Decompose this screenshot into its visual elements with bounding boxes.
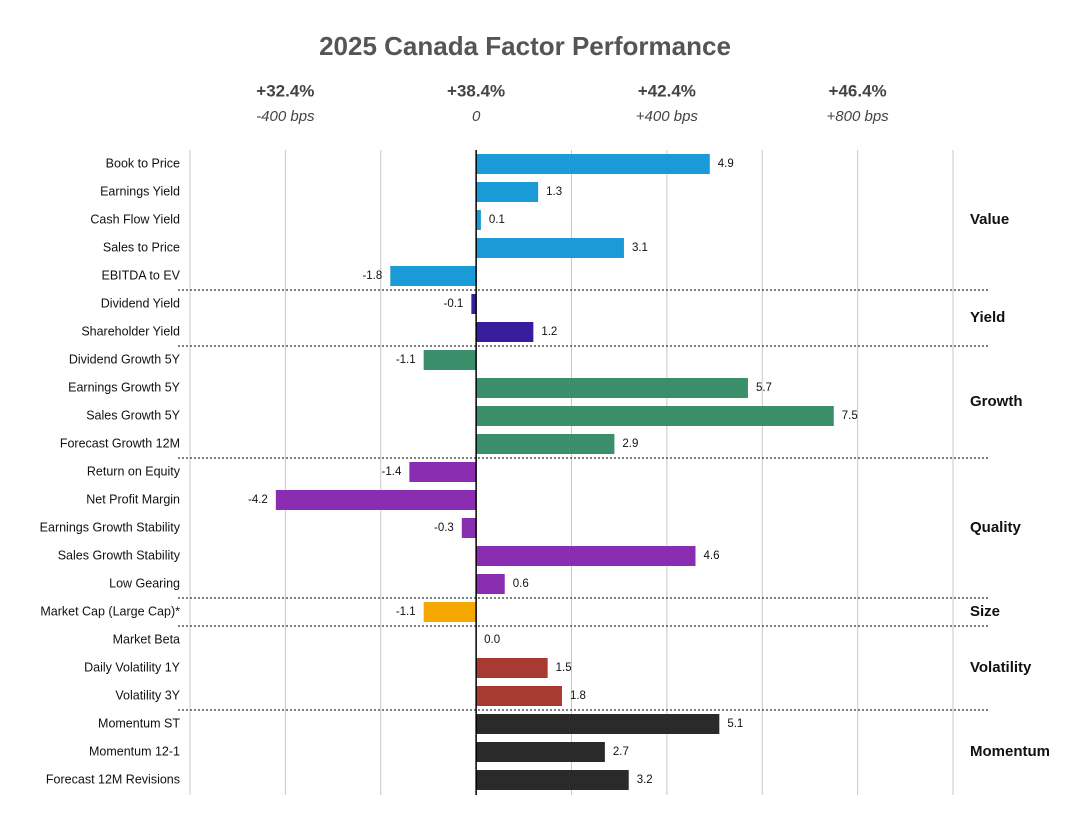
group-label: Yield: [970, 309, 1005, 326]
top-tick-label: +32.4%: [256, 81, 314, 100]
category-label: Net Profit Margin: [86, 492, 180, 506]
category-label: Earnings Yield: [100, 184, 180, 198]
bar: [476, 434, 615, 454]
value-label: 0.0: [484, 634, 500, 646]
x-tick-label: +800 bps: [827, 108, 890, 125]
category-label: Dividend Yield: [101, 296, 180, 310]
bar: [476, 742, 605, 762]
category-label: Sales Growth Stability: [58, 548, 181, 562]
bar: [476, 770, 629, 790]
category-label: Sales Growth 5Y: [86, 408, 180, 422]
chart-title: 2025 Canada Factor Performance: [319, 31, 731, 61]
bar: [423, 602, 477, 622]
group-label: Volatility: [970, 659, 1032, 676]
bar: [476, 658, 548, 678]
bar: [390, 266, 477, 286]
x-tick-label: 0: [472, 108, 481, 125]
category-label: Momentum ST: [98, 716, 180, 730]
bar: [476, 686, 562, 706]
category-label: Low Gearing: [109, 576, 180, 590]
category-label: Daily Volatility 1Y: [84, 660, 181, 674]
category-label: Market Beta: [113, 632, 180, 646]
bar: [476, 714, 720, 734]
bar: [476, 210, 481, 230]
value-label: 5.7: [756, 382, 772, 394]
value-label: 3.1: [632, 242, 648, 254]
category-label: Shareholder Yield: [81, 324, 180, 338]
x-tick-label: +400 bps: [636, 108, 699, 125]
x-tick-label: -400 bps: [256, 108, 315, 125]
value-label: 0.1: [489, 214, 505, 226]
value-label: 2.7: [613, 746, 629, 758]
value-label: -1.1: [396, 354, 416, 366]
value-label: -0.3: [434, 522, 454, 534]
value-label: 5.1: [727, 718, 743, 730]
top-tick-label: +38.4%: [447, 81, 505, 100]
bar: [476, 182, 539, 202]
value-label: -0.1: [444, 298, 464, 310]
value-label: 1.8: [570, 690, 586, 702]
bar: [476, 574, 505, 594]
category-label: Return on Equity: [87, 464, 181, 478]
group-label: Value: [970, 211, 1009, 228]
top-tick-label: +46.4%: [829, 81, 887, 100]
bar: [471, 294, 477, 314]
category-label: Momentum 12-1: [89, 744, 180, 758]
value-label: 7.5: [842, 410, 858, 422]
bar: [476, 378, 748, 398]
category-label: Market Cap (Large Cap)*: [40, 604, 180, 618]
value-label: 1.3: [546, 186, 562, 198]
value-label: 4.9: [718, 158, 734, 170]
value-label: -1.4: [382, 466, 402, 478]
group-label: Growth: [970, 393, 1023, 410]
value-label: 1.5: [556, 662, 572, 674]
bar: [476, 238, 624, 258]
value-label: 4.6: [703, 550, 719, 562]
category-label: Volatility 3Y: [115, 688, 180, 702]
category-label: Earnings Growth 5Y: [68, 380, 181, 394]
bar: [476, 406, 834, 426]
bar: [476, 154, 710, 174]
value-label: 2.9: [622, 438, 638, 450]
category-label: Forecast Growth 12M: [60, 436, 180, 450]
top-tick-label: +42.4%: [638, 81, 696, 100]
value-label: 3.2: [637, 774, 653, 786]
value-label: -1.8: [362, 270, 382, 282]
category-label: Earnings Growth Stability: [40, 520, 181, 534]
category-label: Forecast 12M Revisions: [46, 772, 180, 786]
value-label: 0.6: [513, 578, 529, 590]
group-label: Momentum: [970, 743, 1050, 760]
bar: [476, 546, 696, 566]
category-label: Book to Price: [106, 156, 180, 170]
category-label: Dividend Growth 5Y: [69, 352, 181, 366]
category-label: Cash Flow Yield: [90, 212, 180, 226]
bar: [423, 350, 477, 370]
bar: [461, 518, 477, 538]
bar: [476, 322, 534, 342]
value-label: -1.1: [396, 606, 416, 618]
group-label: Size: [970, 603, 1000, 620]
bar: [275, 490, 477, 510]
category-label: Sales to Price: [103, 240, 180, 254]
group-label: Quality: [970, 519, 1022, 536]
value-label: 1.2: [541, 326, 557, 338]
bar: [409, 462, 477, 482]
value-label: -4.2: [248, 494, 268, 506]
category-label: EBITDA to EV: [101, 268, 180, 282]
